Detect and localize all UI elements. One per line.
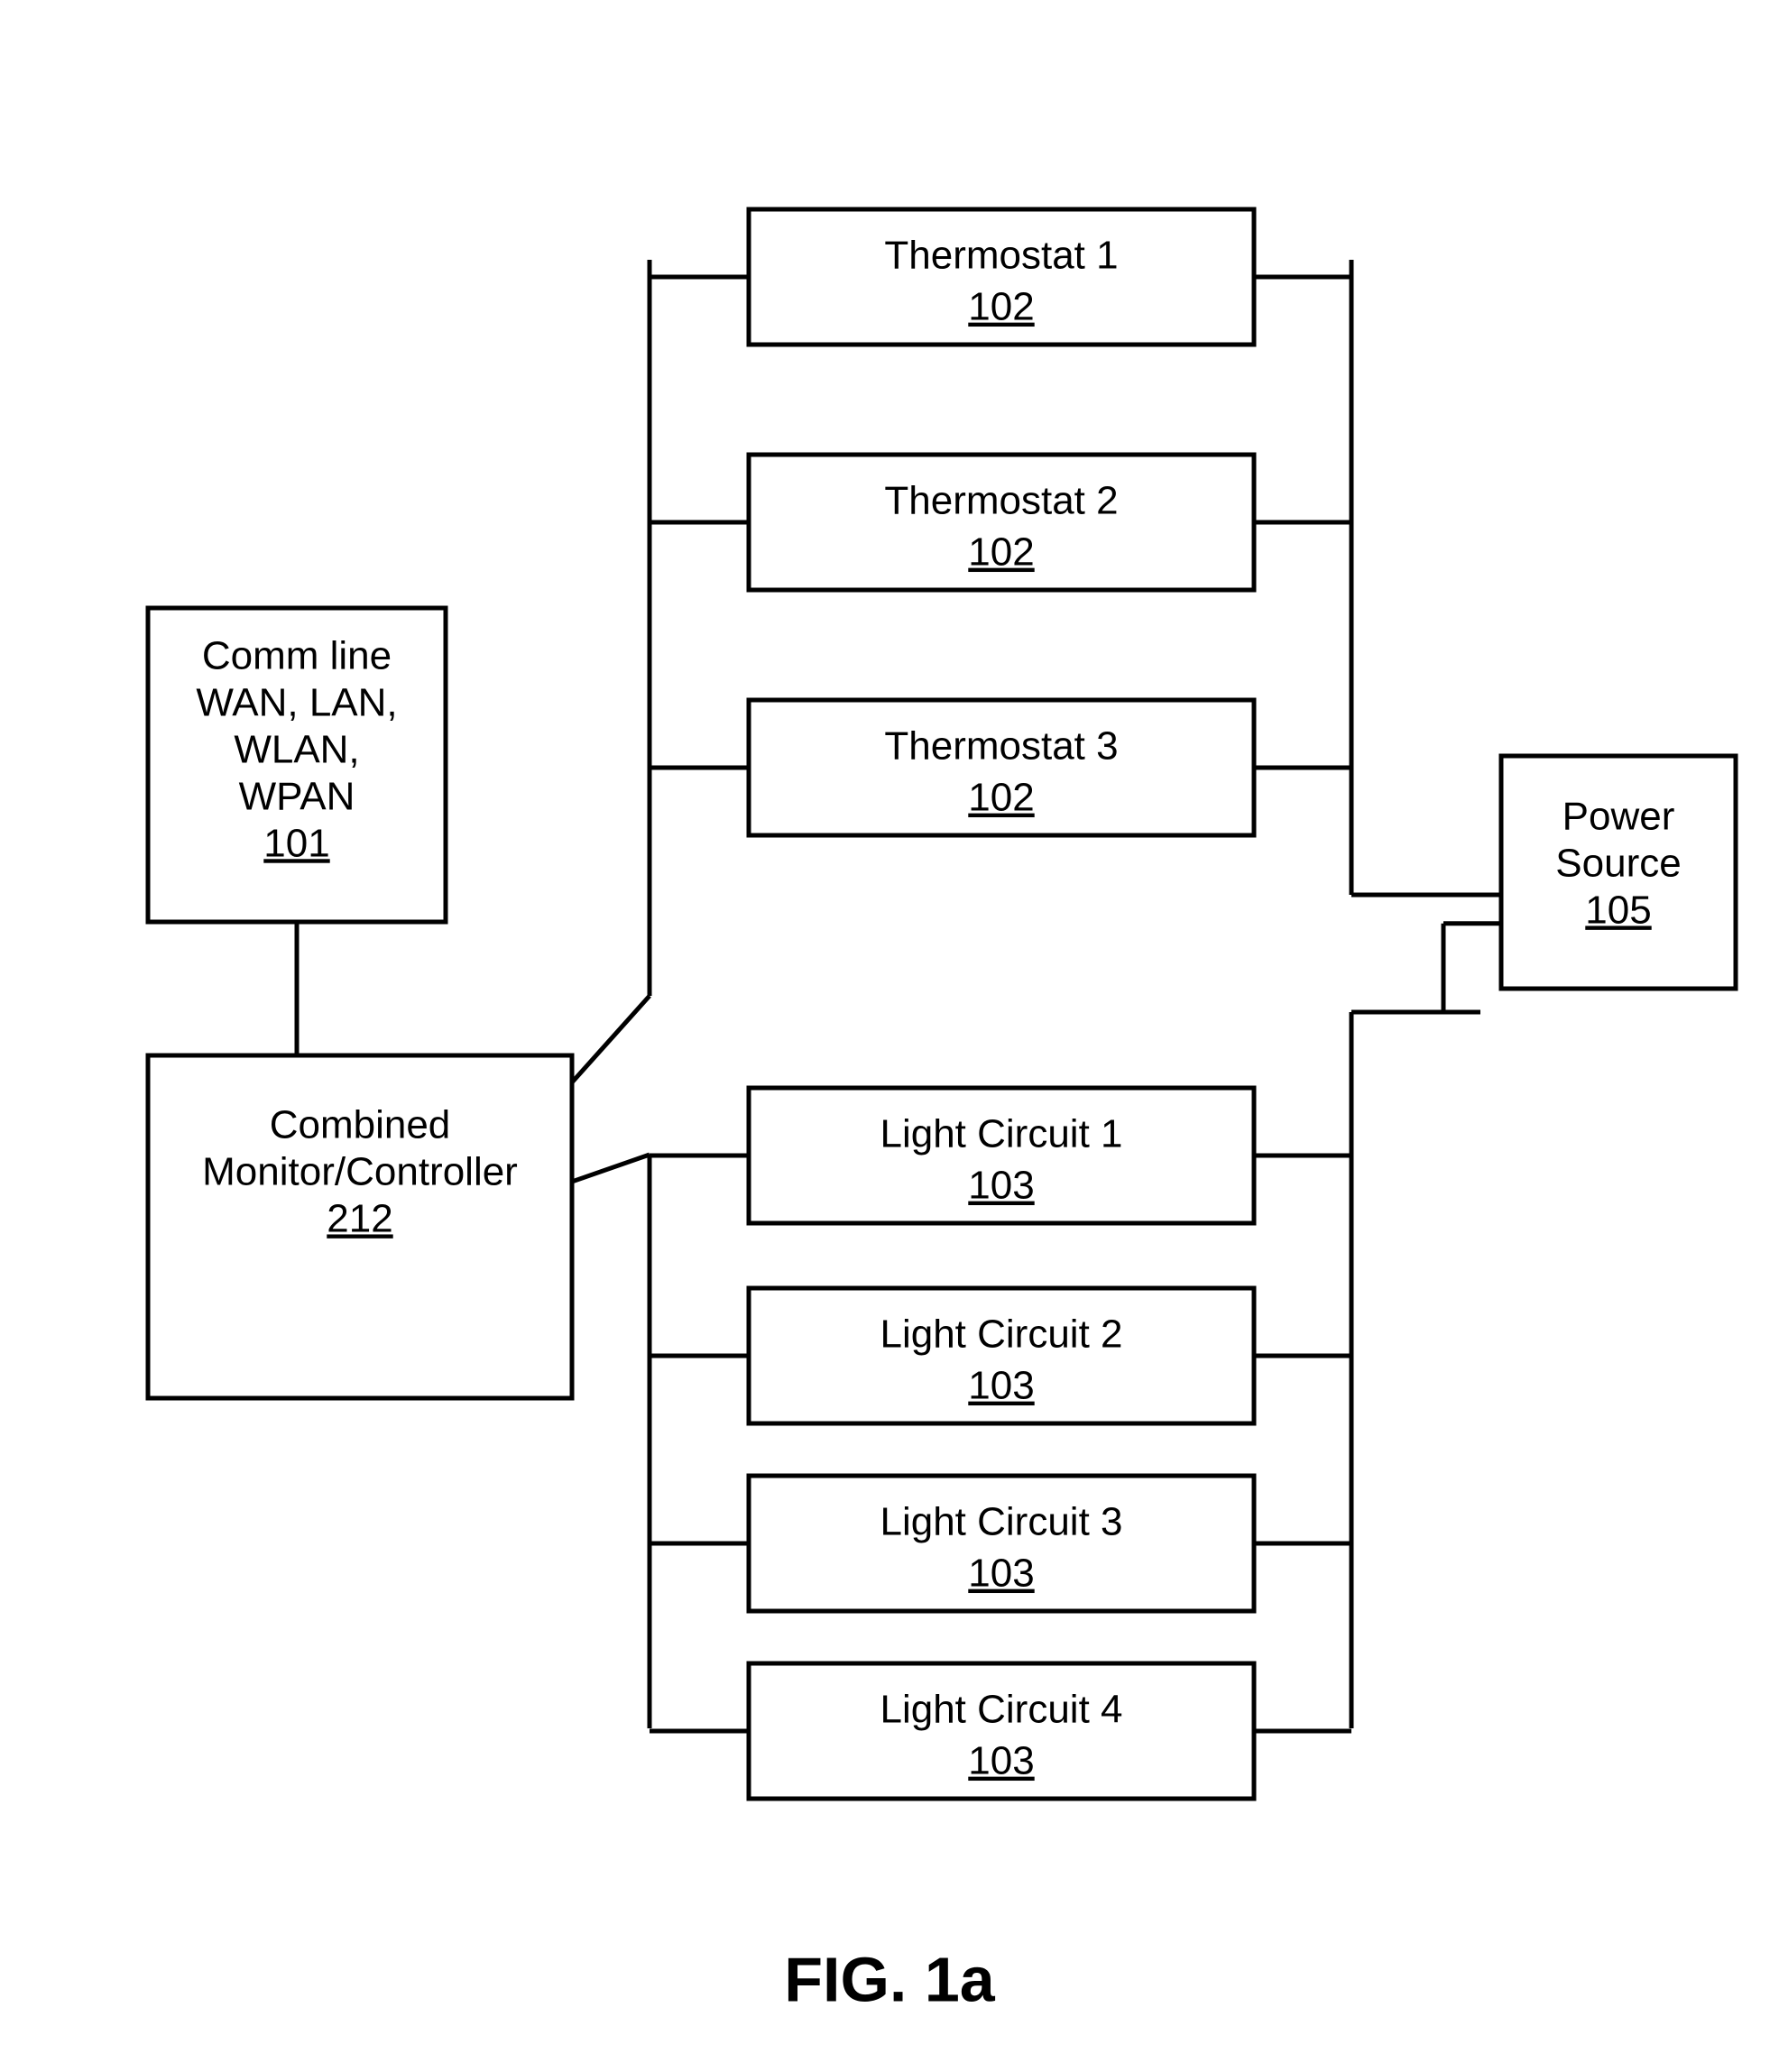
monitor-label-1: Monitor/Controller [202, 1150, 518, 1194]
device-label-l1: Light Circuit 1 [880, 1112, 1122, 1156]
wire-left-diag-top [572, 996, 650, 1082]
comm-label-3: WPAN [239, 774, 355, 818]
comm-label-1: WAN, LAN, [196, 681, 397, 725]
device-label-t2: Thermostat 2 [884, 479, 1118, 523]
monitor-ref: 212 [327, 1196, 392, 1240]
figure-caption: FIG. 1a [784, 1944, 995, 2014]
wire-left-diag-bot [572, 1155, 650, 1182]
power-ref: 105 [1585, 888, 1651, 932]
comm-label-0: Comm line [202, 634, 392, 678]
device-label-t1: Thermostat 1 [884, 234, 1118, 278]
device-ref-t3: 102 [968, 776, 1034, 820]
device-ref-t2: 102 [968, 530, 1034, 575]
device-label-t3: Thermostat 3 [884, 724, 1118, 769]
device-ref-l2: 103 [968, 1364, 1034, 1408]
device-ref-l1: 103 [968, 1164, 1034, 1208]
device-label-l4: Light Circuit 4 [880, 1688, 1122, 1732]
monitor-label-0: Combined [270, 1103, 451, 1147]
device-ref-l3: 103 [968, 1552, 1034, 1596]
power-label-1: Source [1555, 842, 1681, 886]
comm-label-2: WLAN, [234, 727, 359, 771]
device-label-l2: Light Circuit 2 [880, 1312, 1122, 1357]
device-ref-l4: 103 [968, 1739, 1034, 1783]
device-label-l3: Light Circuit 3 [880, 1500, 1122, 1544]
device-ref-t1: 102 [968, 285, 1034, 329]
power-label-0: Power [1562, 795, 1675, 839]
comm-ref: 101 [263, 821, 329, 865]
